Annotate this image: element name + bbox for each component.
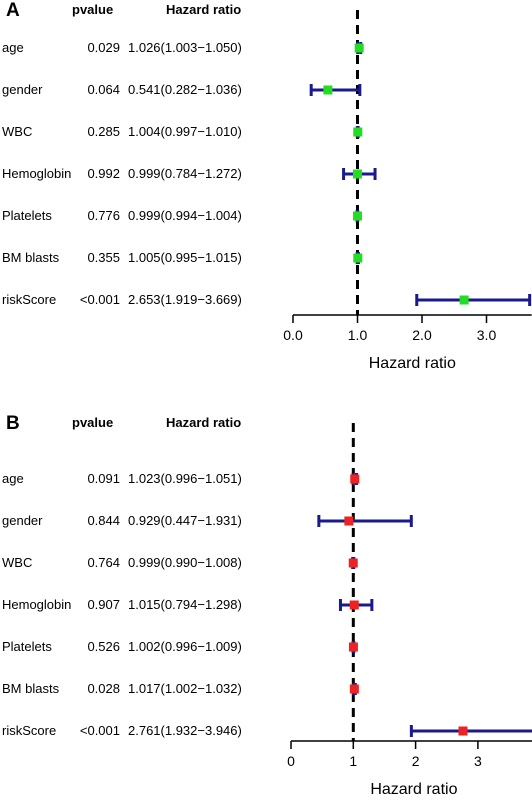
x-tick-label: 0.0 — [283, 327, 303, 343]
hazard-ratio-marker — [352, 169, 362, 179]
table-row: gender 0.064 0.541(0.282−1.036) — [0, 82, 300, 102]
pvalue-cell: 0.764 — [87, 555, 120, 570]
table-row: Hemoglobin 0.907 1.015(0.794−1.298) — [0, 597, 300, 617]
pvalue-cell: 0.028 — [87, 681, 120, 696]
hazard-ratio-cell: 2.761(1.932−3.946) — [128, 723, 242, 738]
row-label: BM blasts — [2, 681, 60, 696]
hazard-ratio-marker — [459, 295, 469, 305]
x-axis-label: Hazard ratio — [369, 355, 456, 372]
ci-bar — [317, 515, 413, 527]
table-row: gender 0.844 0.929(0.447−1.931) — [0, 513, 300, 533]
forest-panel-a: A pvalue Hazard ratio age 0.029 1.026(1.00… — [0, 0, 532, 395]
table-row: BM blasts 0.355 1.005(0.995−1.015) — [0, 250, 300, 270]
table-row: Platelets 0.526 1.002(0.996−1.009) — [0, 639, 300, 659]
x-tick-label: 2 — [412, 753, 420, 769]
forest-plot: 0 1 2 3 Hazard ratio — [287, 423, 532, 798]
ci-bar — [309, 84, 362, 96]
row-label: Platelets — [2, 639, 52, 654]
forest-panel-b: B pvalue Hazard ratio age 0.091 1.023(0.99… — [0, 413, 532, 808]
ci-bar — [409, 725, 532, 737]
row-label: riskScore — [2, 723, 57, 738]
panel-label: A — [6, 0, 20, 21]
hazard-ratio-cell: 0.929(0.447−1.931) — [128, 513, 242, 528]
hazard-ratio-cell: 0.999(0.990−1.008) — [128, 555, 242, 570]
row-label: age — [2, 471, 24, 486]
row-label: WBC — [2, 555, 33, 570]
pvalue-cell: 0.285 — [87, 124, 120, 139]
pvalue-cell: 0.992 — [87, 166, 120, 181]
panel-label: B — [6, 413, 20, 434]
table-row: Hemoglobin 0.992 0.999(0.784−1.272) — [0, 166, 300, 186]
hazard-ratio-marker — [323, 85, 333, 95]
row-label: Hemoglobin — [2, 166, 72, 181]
hazard-ratio-marker — [348, 558, 358, 568]
row-label: gender — [2, 513, 43, 528]
hazard-ratio-cell: 1.015(0.794−1.298) — [128, 597, 242, 612]
pvalue-cell: 0.064 — [87, 82, 120, 97]
row-label: riskScore — [2, 292, 57, 307]
row-label: gender — [2, 82, 43, 97]
table-row: riskScore <0.001 2.761(1.932−3.946) — [0, 723, 300, 743]
pvalue-cell: <0.001 — [79, 292, 120, 307]
hazard-ratio-cell: 1.005(0.995−1.015) — [128, 250, 242, 265]
hazard-ratio-cell: 1.004(0.997−1.010) — [128, 124, 242, 139]
table-row: WBC 0.764 0.999(0.990−1.008) — [0, 555, 300, 575]
pvalue-cell: 0.907 — [87, 597, 120, 612]
hazard-ratio-marker — [349, 684, 359, 694]
hazard-ratio-cell: 2.653(1.919−3.669) — [128, 292, 242, 307]
ci-bar — [415, 294, 532, 306]
pvalue-cell: 0.091 — [87, 471, 120, 486]
pvalue-cell: <0.001 — [79, 723, 120, 738]
pvalue-cell: 0.355 — [87, 250, 120, 265]
hazard-ratio-cell: 0.999(0.994−1.004) — [128, 208, 242, 223]
x-tick-label: 0 — [287, 753, 295, 769]
hazard-ratio-marker — [352, 211, 362, 221]
table-row: riskScore <0.001 2.653(1.919−3.669) — [0, 292, 300, 312]
x-tick-label: 3 — [474, 753, 482, 769]
x-tick-label: 2.0 — [412, 327, 432, 343]
hazard-ratio-marker — [458, 726, 468, 736]
row-label: Hemoglobin — [2, 597, 72, 612]
hazard-ratio-cell: 0.999(0.784−1.272) — [128, 166, 242, 181]
pvalue-cell: 0.029 — [87, 40, 120, 55]
hazard-ratio-marker — [350, 474, 360, 484]
row-label: age — [2, 40, 24, 55]
pvalue-header: pvalue — [72, 415, 114, 430]
row-label: WBC — [2, 124, 33, 139]
hazard-ratio-marker — [353, 127, 363, 137]
x-tick-label: 1 — [349, 753, 357, 769]
pvalue-cell: 0.776 — [87, 208, 120, 223]
hazard-ratio-cell: 1.026(1.003−1.050) — [128, 40, 242, 55]
hazard-ratio-header: Hazard ratio — [166, 2, 242, 17]
x-tick-label: 1.0 — [348, 327, 368, 343]
table-row: BM blasts 0.028 1.017(1.002−1.032) — [0, 681, 300, 701]
hazard-ratio-cell: 1.017(1.002−1.032) — [128, 681, 242, 696]
x-axis-label: Hazard ratio — [370, 781, 457, 798]
table-row: age 0.029 1.026(1.003−1.050) — [0, 40, 300, 60]
row-label: Platelets — [2, 208, 52, 223]
hazard-ratio-header: Hazard ratio — [166, 415, 242, 430]
hazard-ratio-cell: 1.002(0.996−1.009) — [128, 639, 242, 654]
hazard-ratio-marker — [353, 253, 363, 263]
hazard-ratio-marker — [348, 642, 358, 652]
pvalue-cell: 0.526 — [87, 639, 120, 654]
hazard-ratio-marker — [349, 600, 359, 610]
table-row: age 0.091 1.023(0.996−1.051) — [0, 471, 300, 491]
pvalue-cell: 0.844 — [87, 513, 120, 528]
hazard-ratio-cell: 1.023(0.996−1.051) — [128, 471, 242, 486]
x-tick-label: 3.0 — [477, 327, 497, 343]
hazard-ratio-marker — [344, 516, 354, 526]
row-label: BM blasts — [2, 250, 60, 265]
hazard-ratio-marker — [354, 43, 364, 53]
forest-plot: 0.0 1.0 2.0 3.0 Hazard ratio — [283, 10, 532, 372]
table-row: WBC 0.285 1.004(0.997−1.010) — [0, 124, 300, 144]
hazard-ratio-cell: 0.541(0.282−1.036) — [128, 82, 242, 97]
pvalue-header: pvalue — [72, 2, 114, 17]
table-row: Platelets 0.776 0.999(0.994−1.004) — [0, 208, 300, 228]
